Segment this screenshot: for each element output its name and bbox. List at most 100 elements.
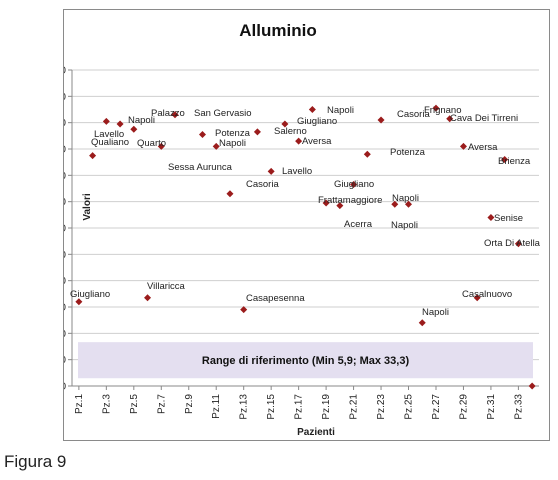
data-point-label: Napoli <box>128 115 155 126</box>
x-tick-label: Pz.1 <box>74 394 85 414</box>
data-point-label: Casoria <box>397 109 430 120</box>
data-point-label: Giugliano <box>70 289 110 300</box>
x-tick-label: Pz.27 <box>431 394 442 420</box>
x-tick-label: Pz.29 <box>458 394 469 420</box>
data-point-label: Napoli <box>422 307 449 318</box>
y-axis-title: Valori <box>82 193 93 220</box>
data-point <box>459 142 467 150</box>
x-tick-label: Pz.3 <box>101 394 112 414</box>
data-point <box>212 142 220 150</box>
scatter-chart: Alluminio Range di riferimento (Min 5,9;… <box>64 21 541 438</box>
data-point <box>446 115 454 123</box>
data-point <box>144 294 152 302</box>
data-point-label: Potenza <box>390 147 426 158</box>
data-point-label: Acerra <box>344 219 373 230</box>
data-point-label: Lavello <box>282 166 312 177</box>
data-point-label: Aversa <box>302 136 332 147</box>
y-tick-label: 120 <box>64 224 66 235</box>
data-point-label: San Gervasio <box>194 108 252 119</box>
x-tick-label: Pz.13 <box>239 394 250 420</box>
x-tick-label: Pz.21 <box>349 394 360 420</box>
x-tick-label: Pz.25 <box>404 394 415 420</box>
x-tick-label: Pz.17 <box>294 394 305 420</box>
y-tick-label: 100 <box>64 250 66 261</box>
data-point <box>198 131 206 139</box>
reference-range: Range di riferimento (Min 5,9; Max 33,3) <box>78 342 533 379</box>
grid <box>72 69 539 387</box>
x-tick-label: Pz.33 <box>513 394 524 420</box>
data-point <box>514 240 522 248</box>
y-tick-label: 40 <box>64 329 66 340</box>
data-point <box>267 167 275 175</box>
y-tick-label: 80 <box>64 276 66 287</box>
data-point-label: Frignano <box>424 105 462 116</box>
data-point-label: Frattamaggiore <box>318 195 382 206</box>
data-point <box>253 128 261 136</box>
data-point-label: Potenza <box>215 128 251 139</box>
data-point <box>501 156 509 164</box>
chart-frame: Alluminio Range di riferimento (Min 5,9;… <box>63 9 550 441</box>
data-point-label: Palazzo <box>151 108 185 119</box>
data-point-label: Qualiano <box>91 137 129 148</box>
data-point-label: Orta Di Atella <box>484 238 541 249</box>
chart-title: Alluminio <box>239 21 316 40</box>
x-tick-label: Pz.7 <box>156 394 167 414</box>
data-point <box>418 319 426 327</box>
y-tick-label: 60 <box>64 303 66 314</box>
data-point <box>75 298 83 306</box>
data-point-label: Giugliano <box>334 179 374 190</box>
data-point-label: Senise <box>494 213 523 224</box>
data-point-label: Casapesenna <box>246 293 305 304</box>
x-tick-label: Pz.23 <box>376 394 387 420</box>
data-point-label: Villaricca <box>147 281 186 292</box>
data-point-label: Sessa Aurunca <box>168 162 233 173</box>
data-point-label: Brienza <box>498 156 531 167</box>
y-tick-label: 220 <box>64 92 66 103</box>
data-point <box>336 202 344 210</box>
data-point-label: Aversa <box>468 142 498 153</box>
data-point <box>171 111 179 119</box>
y-tick-label: 160 <box>64 171 66 182</box>
reference-range-band <box>78 342 533 379</box>
y-tick-label: 20 <box>64 355 66 366</box>
data-point-label: Lavello <box>94 129 124 140</box>
x-tick-label: Pz.9 <box>184 394 195 414</box>
x-tick-label: Pz.19 <box>321 394 332 420</box>
data-point-label: Casoria <box>246 179 279 190</box>
data-point-label: Napoli <box>392 193 419 204</box>
x-axis-ticks: Pz.1 Pz.3 Pz.5 Pz.7 Pz.9 Pz.11 Pz.13 Pz.15 Pz.17… <box>74 386 524 420</box>
data-point <box>295 137 303 145</box>
data-point <box>391 200 399 208</box>
data-point <box>405 200 413 208</box>
y-axis-ticks: 0 20 40 60 80 100 120 140 160 180 200 220 240 <box>64 66 72 393</box>
data-point <box>363 150 371 158</box>
data-point-label: Napoli <box>219 138 246 149</box>
data-point <box>473 294 481 302</box>
y-tick-label: 200 <box>64 118 66 129</box>
data-point <box>377 116 385 124</box>
x-tick-label: Pz.31 <box>486 394 497 420</box>
data-point <box>240 306 248 314</box>
data-point <box>116 120 124 128</box>
data-point-label: Quarto <box>137 138 166 149</box>
data-point-label: Cava Dei Tirreni <box>450 113 518 124</box>
data-point <box>528 382 536 390</box>
data-point <box>308 106 316 113</box>
data-point <box>102 117 110 125</box>
y-tick-label: 0 <box>64 382 66 393</box>
data-point <box>226 190 234 198</box>
y-tick-label: 240 <box>64 66 66 77</box>
data-point <box>432 104 440 112</box>
y-tick-label: 140 <box>64 197 66 208</box>
data-point <box>487 213 495 221</box>
point-labels: GiuglianoQualianoLavelloNapoliQuartoVill… <box>70 105 541 318</box>
reference-range-label: Range di riferimento (Min 5,9; Max 33,3) <box>202 355 410 367</box>
figure-caption: Figura 9 <box>4 452 67 471</box>
x-axis-title: Pazienti <box>297 427 335 438</box>
x-tick-label: Pz.5 <box>129 394 140 414</box>
data-point-label: Napoli <box>327 105 354 116</box>
data-point-label: Casalnuovo <box>462 289 512 300</box>
data-point-label: Giugliano <box>297 116 337 127</box>
data-point <box>281 120 289 128</box>
data-point <box>157 142 165 150</box>
